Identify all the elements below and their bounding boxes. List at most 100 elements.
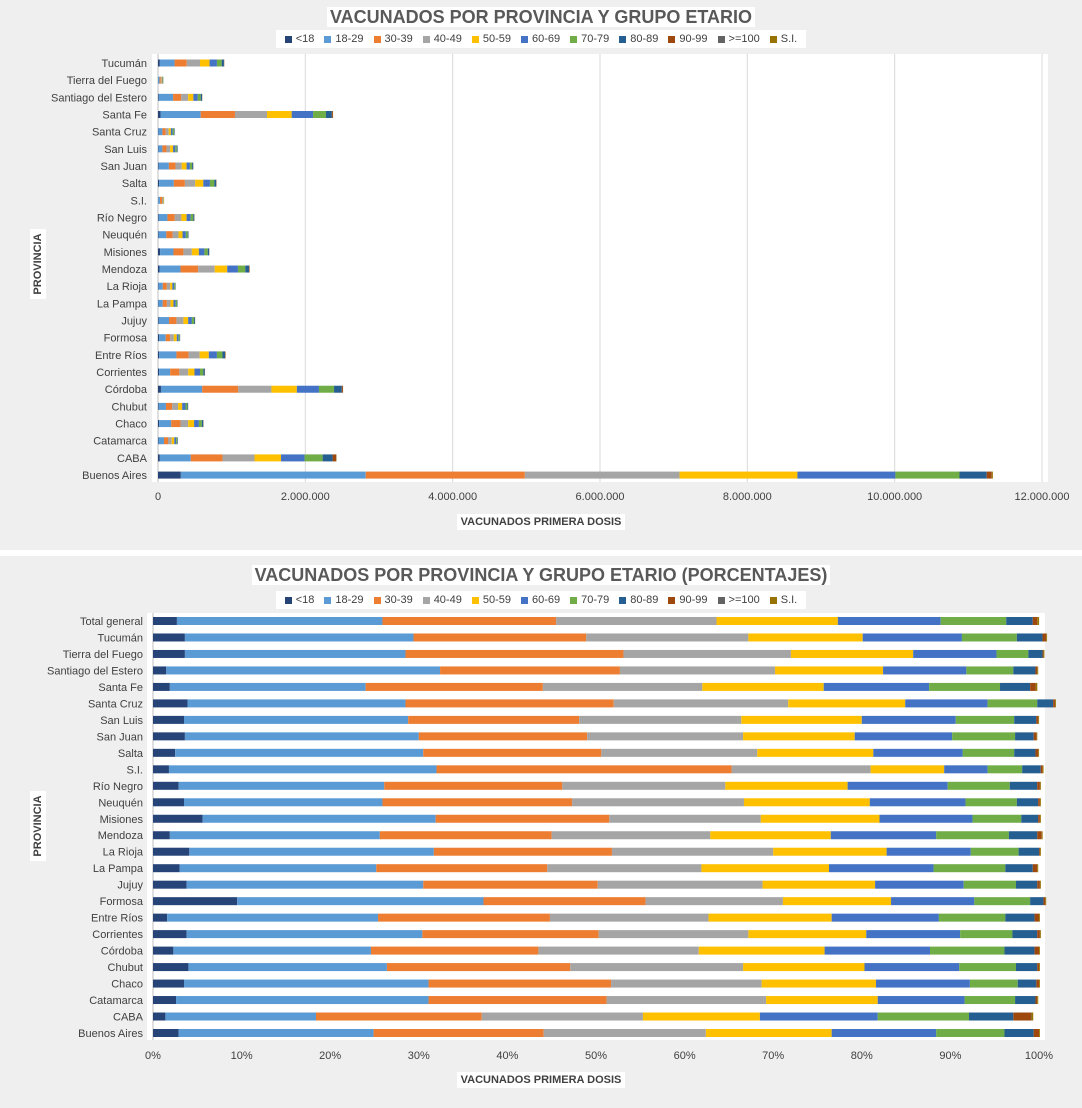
category-label: Tierra del Fuego	[63, 649, 143, 661]
bar-60-69	[866, 930, 961, 939]
bar-80-89	[1012, 930, 1038, 939]
bar-18	[153, 963, 189, 972]
bar-90-99	[1032, 864, 1038, 873]
legend-swatch	[717, 596, 725, 604]
bar-80-89	[1006, 617, 1033, 625]
legend-swatch	[619, 596, 627, 604]
bar-s-i	[1046, 633, 1048, 642]
bar-60-69	[186, 214, 191, 222]
x-tick-label: 70%	[762, 1050, 784, 1062]
bar-30-39	[483, 897, 646, 906]
bar-18	[153, 798, 185, 807]
bar-30-39	[433, 847, 612, 856]
bar-40-49	[570, 963, 744, 972]
category-label: Chaco	[115, 419, 147, 431]
category-label: San Juan	[101, 161, 147, 173]
legend-label: >=100	[728, 594, 760, 606]
legend-item-70-79: 70-79	[570, 594, 609, 606]
bar-s-i	[1039, 1029, 1040, 1037]
bar-80-89	[322, 454, 333, 462]
bar-18-29	[168, 765, 437, 774]
bar-50-59	[199, 351, 209, 359]
bar-80-89	[201, 420, 204, 428]
x-tick-label: 0	[155, 491, 161, 503]
bar-18-29	[175, 748, 424, 757]
bar-80-89	[221, 59, 224, 67]
bar-70-79	[933, 864, 1006, 873]
bar-80-89	[1015, 732, 1034, 741]
bar-30-39	[428, 979, 612, 988]
bar-40-49	[172, 231, 179, 239]
bar-s-i	[1041, 831, 1043, 840]
bar-80-89	[1016, 798, 1039, 807]
bar-30-39	[440, 666, 620, 675]
category-label: Río Negro	[97, 213, 147, 225]
bar-18	[153, 617, 177, 625]
bar-70-79	[930, 946, 1005, 955]
bar-40-49	[556, 617, 717, 625]
bar-30-39	[365, 471, 525, 479]
bar-30-39	[202, 385, 239, 393]
bar-18-29	[184, 732, 419, 741]
bar-s-i	[1039, 963, 1040, 972]
bar-50-59	[170, 299, 174, 307]
bar-70-79	[936, 1029, 1005, 1037]
bar-50-59	[757, 748, 874, 757]
bar-18	[153, 996, 177, 1005]
x-tick-label: 10.000.000	[867, 491, 922, 503]
legend-swatch	[471, 596, 479, 604]
bar-50-59	[178, 402, 183, 410]
legend-label: S.I.	[780, 33, 798, 45]
bar-70-79	[959, 963, 1016, 972]
bar-80-89	[187, 402, 189, 410]
bar-60-69	[203, 179, 210, 187]
bar-50-59	[788, 699, 906, 708]
bar-30-39	[173, 93, 182, 101]
bar-60-69	[829, 864, 934, 873]
legend-item-18-29: 18-29	[324, 594, 364, 606]
plot-area	[147, 613, 1045, 1040]
bar-30-39	[162, 282, 167, 290]
bar-s-i	[1039, 930, 1041, 939]
bar-18-29	[158, 299, 163, 307]
bar-70-79	[318, 385, 335, 393]
bar-80-89	[1037, 699, 1054, 708]
bar-70-79	[969, 979, 1018, 988]
bar-50-59	[170, 282, 173, 290]
bar-70-79	[189, 162, 193, 170]
bar-60-69	[823, 682, 930, 691]
bar-70-79	[964, 996, 1016, 1005]
bar-60-69	[847, 781, 948, 790]
bar-s-i	[1039, 979, 1040, 988]
category-label: Jujuy	[117, 880, 143, 892]
bar-50-59	[766, 996, 878, 1005]
bar-80-89	[1015, 880, 1038, 889]
legend-label: 60-69	[531, 33, 561, 45]
x-tick-label: 80%	[851, 1050, 873, 1062]
bar-18-29	[166, 666, 441, 675]
bar-50-59	[168, 128, 171, 136]
bar-70-79	[199, 368, 204, 376]
bar-70-79	[962, 748, 1015, 757]
bar-18	[153, 666, 167, 675]
bar-60-69	[170, 128, 173, 136]
bar-18	[153, 979, 185, 988]
category-label: Santa Cruz	[88, 698, 143, 710]
bar-70-79	[178, 334, 180, 342]
chart-title: VACUNADOS POR PROVINCIA Y GRUPO ETARIO	[0, 7, 1082, 28]
bar-40-49	[180, 420, 189, 428]
bar-18	[153, 1029, 179, 1037]
bar-30-39	[418, 732, 588, 741]
bar-18-29	[159, 454, 191, 462]
bar-90-99	[1039, 847, 1040, 856]
bar-18	[153, 864, 180, 873]
bar-90-99	[1042, 649, 1044, 658]
x-tick-label: 8.000.000	[723, 491, 772, 503]
bar-18-29	[159, 334, 166, 342]
bar-30-39	[435, 814, 610, 823]
bar-60-69	[879, 814, 973, 823]
bar-80-89	[214, 179, 217, 187]
bar-80-89	[1018, 847, 1039, 856]
legend-label: 70-79	[581, 594, 610, 606]
bar-s-i	[1039, 781, 1041, 790]
